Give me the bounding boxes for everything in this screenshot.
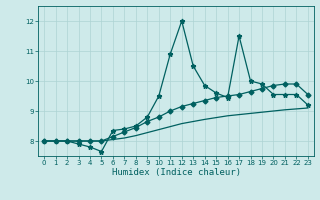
X-axis label: Humidex (Indice chaleur): Humidex (Indice chaleur) — [111, 168, 241, 177]
